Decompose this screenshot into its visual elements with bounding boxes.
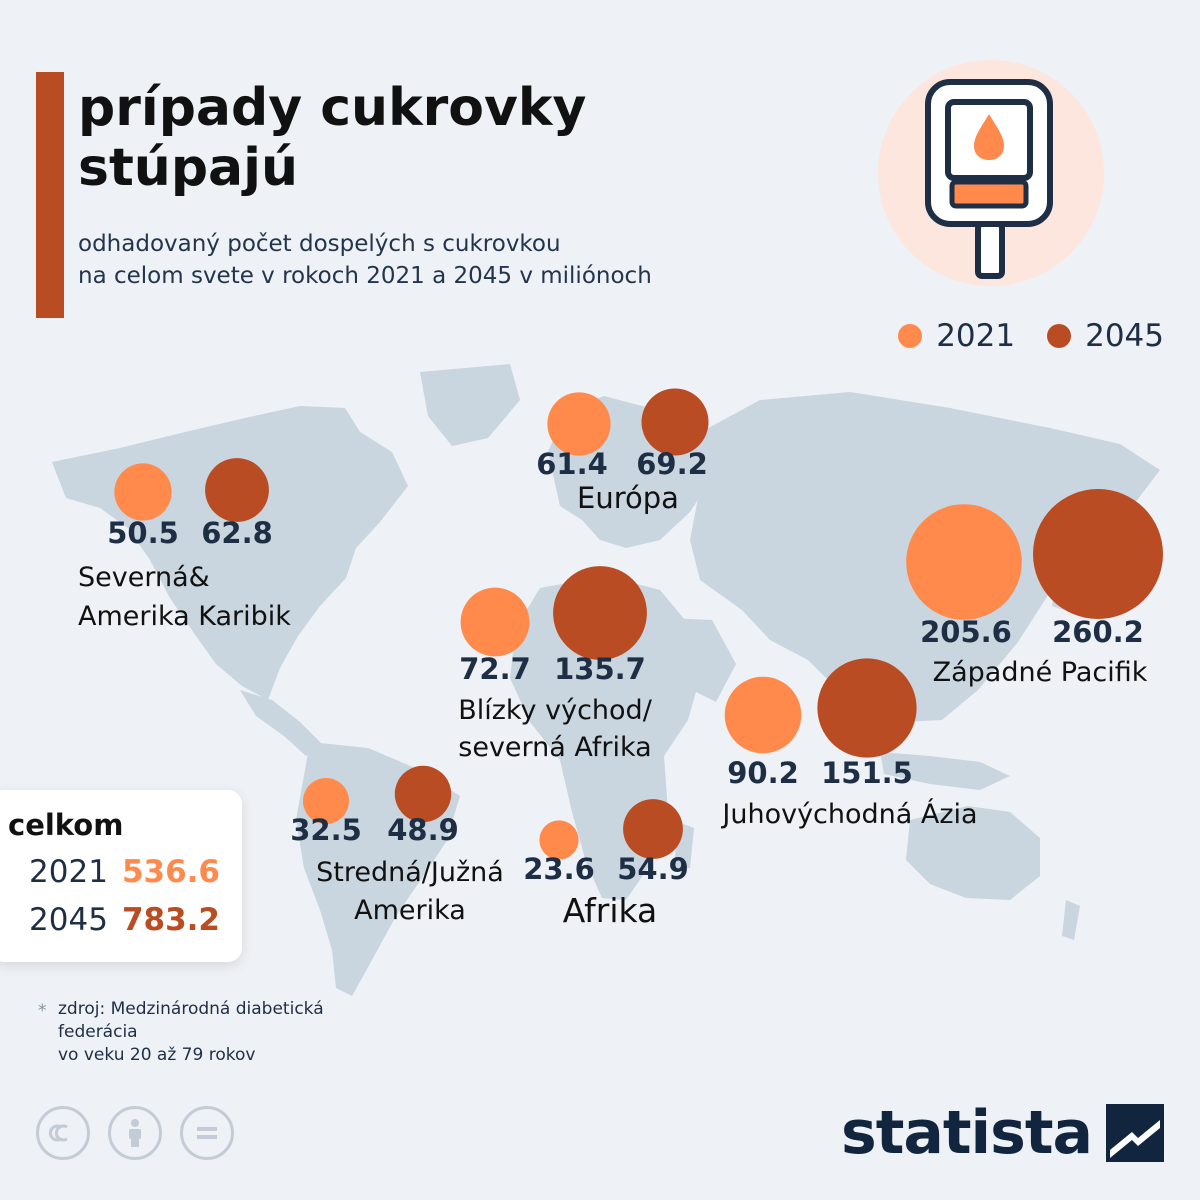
source-line-1: zdroj: Medzinárodná diabetická (58, 999, 324, 1019)
chart-bubbles (114, 388, 1163, 860)
bubble-europa-2045 (641, 388, 709, 456)
person-icon[interactable] (108, 1106, 162, 1160)
legend-dot-2045 (1047, 324, 1072, 348)
statista-logo-icon (1106, 1104, 1164, 1162)
bubble-stredna-juzna-amerika-2045 (394, 765, 452, 823)
value-label-zapadne-pacifik-2045: 260.2 (1052, 615, 1144, 649)
subtitle-line-2: na celom svete v rokoch 2021 a 2045 v mi… (78, 263, 652, 289)
value-label-severna-amerika-karibik-2045: 62.8 (201, 516, 273, 550)
value-label-zapadne-pacifik-2021: 205.6 (920, 615, 1012, 649)
value-label-severna-amerika-karibik-2021: 50.5 (107, 516, 179, 550)
totals-row-2021: 2021 536.6 (0, 854, 220, 890)
legend: 2021 2045 (866, 318, 1164, 354)
value-label-europa-2021: 61.4 (536, 447, 608, 481)
brand: statista (841, 1098, 1164, 1168)
brand-name: statista (840, 1098, 1093, 1168)
accent-bar (36, 72, 64, 318)
bubble-stredna-juzna-amerika-2021 (303, 778, 349, 824)
region-label-juhovychodna-azia-line-1: Juhovýchodná Ázia (720, 798, 977, 830)
totals-year-2021: 2021 (29, 854, 108, 890)
legend-item-2021: 2021 (898, 318, 1015, 354)
bubble-blizky-vychod-severna-afrika-2045 (553, 566, 647, 660)
value-label-blizky-vychod-severna-afrika-2045: 135.7 (554, 652, 646, 686)
glucose-meter-icon (878, 60, 1104, 286)
source-line-2: federácia (58, 1022, 138, 1042)
license-icons (36, 1106, 252, 1160)
value-label-blizky-vychod-severna-afrika-2021: 72.7 (459, 652, 531, 686)
region-label-severna-amerika-karibik-line-1: Severná& (78, 562, 210, 593)
bubble-juhovychodna-azia-2045 (817, 658, 917, 758)
bubble-europa-2021 (547, 392, 611, 456)
subtitle: odhadovaný počet dospelých s cukrovkou n… (78, 228, 778, 292)
value-label-afrika-2045: 54.9 (617, 852, 689, 886)
page-title: prípady cukrovky stúpajú (78, 78, 678, 198)
region-label-afrika-line-1: Afrika (563, 891, 658, 930)
totals-title: celkom (8, 808, 124, 842)
bubble-zapadne-pacifik-2021 (906, 504, 1022, 620)
value-label-stredna-juzna-amerika-2021: 32.5 (290, 813, 362, 847)
region-label-stredna-juzna-amerika-line-1: Stredná/Južná (316, 857, 504, 888)
bubble-afrika-2021 (539, 820, 579, 860)
region-label-europa-line-1: Európa (577, 481, 679, 515)
source-line-3: vo veku 20 až 79 rokov (58, 1045, 256, 1065)
source-note: * zdroj: Medzinárodná diabetická federác… (38, 998, 398, 1067)
legend-item-2045: 2045 (1047, 318, 1164, 354)
value-label-afrika-2021: 23.6 (523, 852, 595, 886)
cc-icon[interactable] (36, 1106, 90, 1160)
region-label-zapadne-pacifik-line-1: Západné Pacifik (933, 657, 1148, 688)
bubble-severna-amerika-karibik-2021 (114, 463, 172, 521)
region-label-blizky-vychod-severna-afrika-line-2: severná Afrika (458, 732, 651, 763)
source-star: * (38, 1001, 47, 1021)
subtitle-line-1: odhadovaný počet dospelých s cukrovkou (78, 231, 561, 257)
legend-dot-2021 (898, 324, 923, 348)
bubble-blizky-vychod-severna-afrika-2021 (460, 587, 530, 657)
region-label-blizky-vychod-severna-afrika-line-1: Blízky východ/ (458, 695, 653, 726)
title-line-1: prípady cukrovky (78, 78, 587, 138)
legend-label-2045: 2045 (1085, 318, 1164, 354)
bubble-afrika-2045 (623, 799, 683, 859)
totals-value-2021: 536.6 (121, 854, 220, 890)
totals-panel: celkom 2021 536.6 2045 783.2 (0, 790, 242, 962)
title-line-2: stúpajú (78, 138, 298, 198)
bubble-zapadne-pacifik-2045 (1033, 489, 1163, 619)
totals-row-2045: 2045 783.2 (0, 902, 220, 938)
region-label-stredna-juzna-amerika-line-2: Amerika (354, 895, 466, 926)
bubble-severna-amerika-karibik-2045 (205, 458, 269, 522)
value-label-stredna-juzna-amerika-2045: 48.9 (387, 813, 459, 847)
value-label-europa-2045: 69.2 (636, 447, 708, 481)
totals-value-2045: 783.2 (121, 902, 220, 938)
equals-icon[interactable] (180, 1106, 234, 1160)
value-label-juhovychodna-azia-2021: 90.2 (727, 756, 799, 790)
legend-label-2021: 2021 (936, 318, 1016, 354)
bubble-juhovychodna-azia-2021 (724, 676, 802, 754)
value-label-juhovychodna-azia-2045: 151.5 (821, 756, 913, 790)
region-label-severna-amerika-karibik-line-2: Amerika Karibik (78, 601, 291, 632)
totals-year-2045: 2045 (29, 902, 108, 938)
